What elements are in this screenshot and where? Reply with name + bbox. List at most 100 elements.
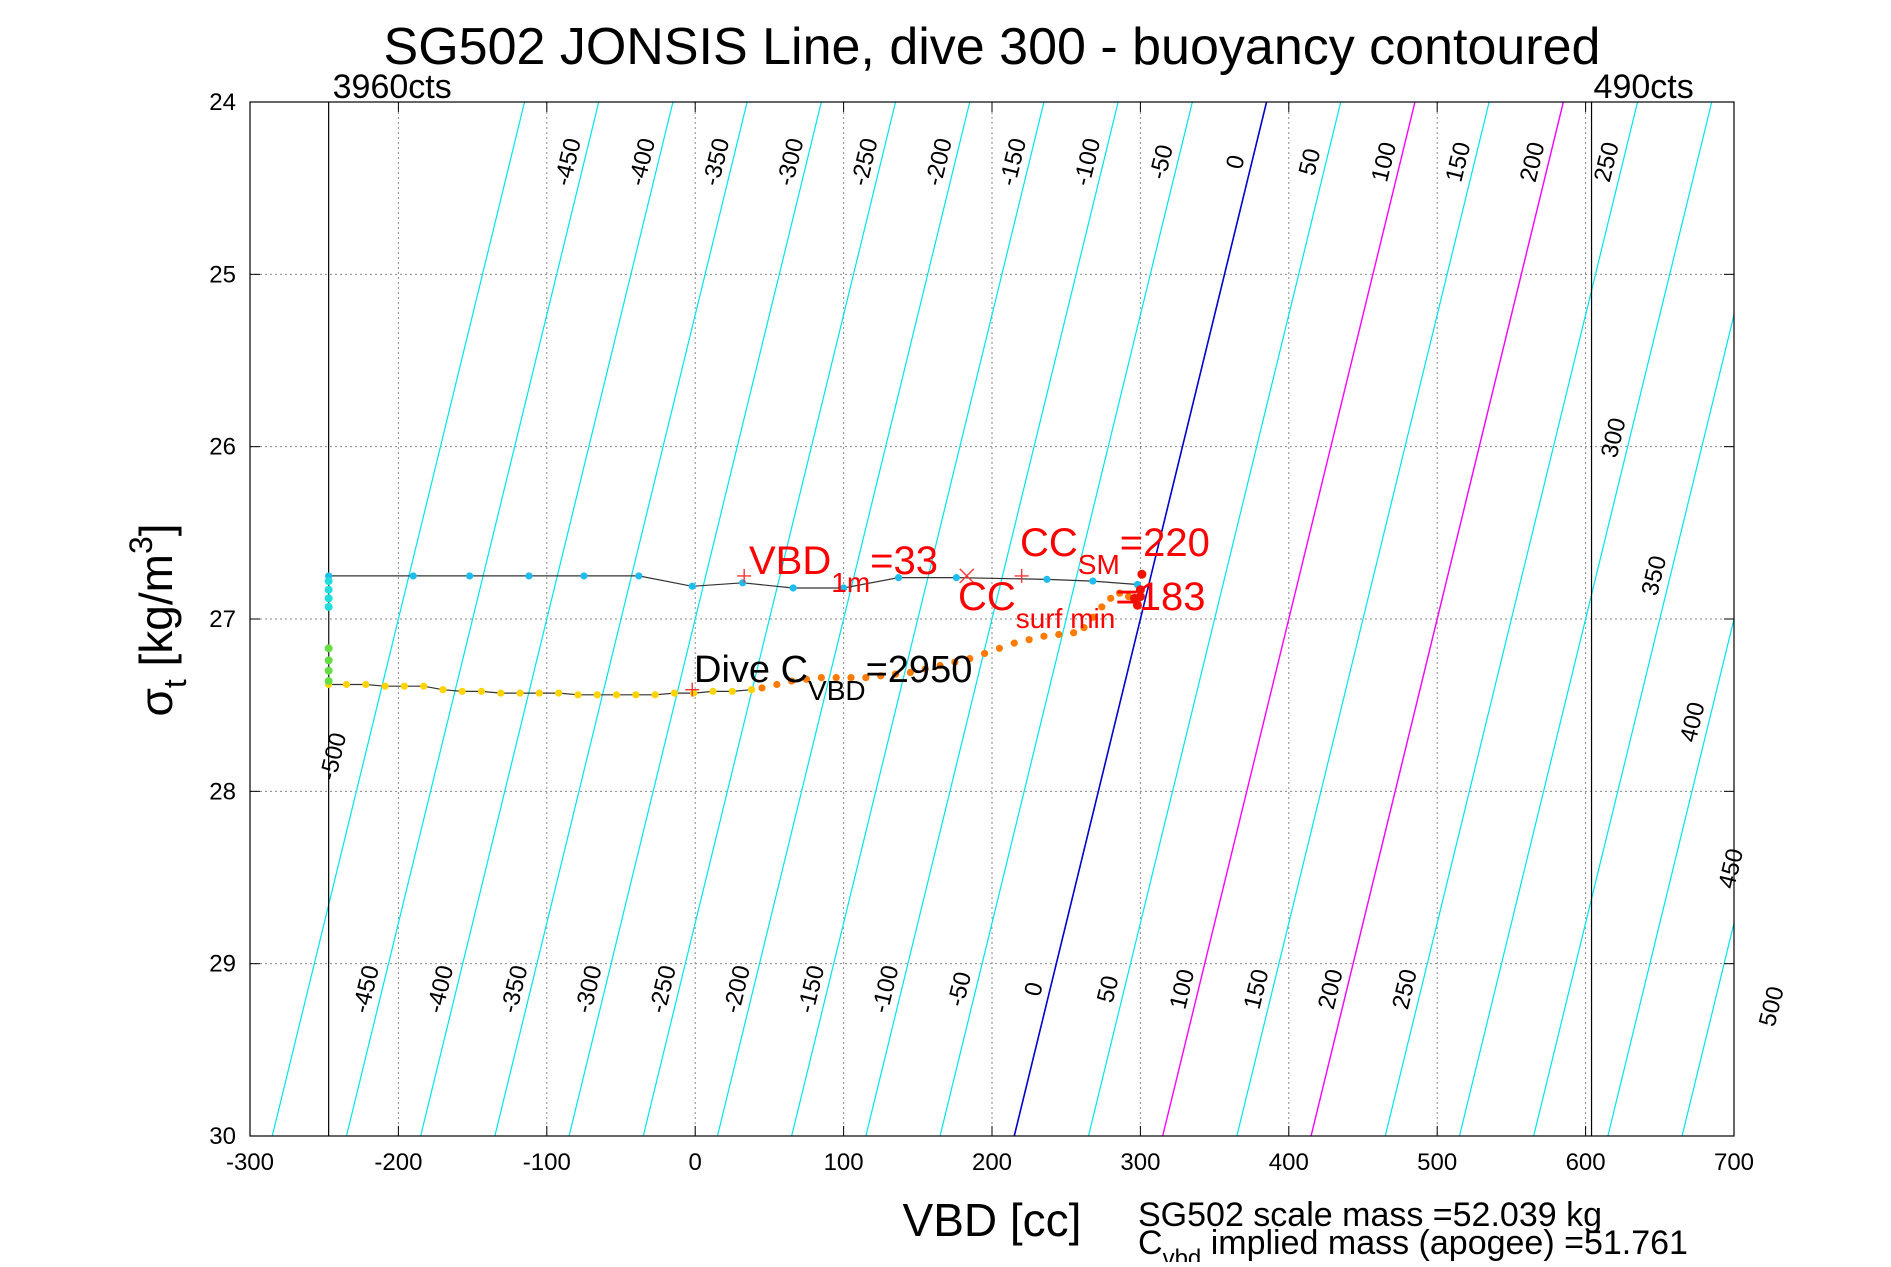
contour-label-bottom-0: 0 — [1019, 980, 1048, 999]
dive-deep-point-4 — [817, 673, 825, 682]
contour-cyan-150 — [1236, 102, 1490, 1136]
contour-magenta-100 — [1161, 102, 1416, 1136]
dive-deep-point-10 — [906, 668, 914, 677]
x-tick-label-2: -100 — [523, 1149, 571, 1176]
contour-cyan--250 — [642, 102, 897, 1136]
x-tick-label-10: 700 — [1714, 1149, 1754, 1176]
dive-point-17 — [651, 691, 659, 699]
contour-cyan-250 — [1384, 102, 1639, 1136]
dive-deep-point-6 — [847, 673, 855, 682]
climb-point-4 — [580, 572, 588, 580]
dive-point-9 — [497, 689, 505, 697]
buoyancy-contours — [271, 102, 1891, 1136]
surface-green-point-3 — [324, 677, 333, 686]
y-tick-label-2: 26 — [209, 434, 236, 461]
x-tick-label-8: 500 — [1417, 1149, 1457, 1176]
dive-deep-point-25 — [1107, 594, 1115, 602]
climb-point-3 — [525, 572, 533, 580]
x-marker-1 — [959, 568, 975, 584]
footer-scale-mass: SG502 scale mass =52.039 kg — [1138, 1196, 1602, 1234]
x-axis-label: VBD [cc] — [903, 1194, 1082, 1246]
dive-deep-point-20 — [1055, 630, 1063, 639]
contour-cyan-500 — [1756, 102, 1891, 1136]
dive-point-20 — [709, 687, 717, 695]
dive-deep-point-14 — [966, 655, 974, 663]
climb-point-2 — [466, 572, 474, 580]
plus-marker-0 — [737, 568, 752, 583]
climb-point-12 — [1043, 575, 1051, 583]
dive-point-22 — [747, 686, 756, 694]
contour-cyan-50 — [1087, 102, 1342, 1136]
climb-point-1 — [409, 572, 417, 580]
y-tick-label-3: 27 — [209, 606, 236, 633]
annotation-cc-surf-min: CCsurf min=183 — [958, 575, 1205, 634]
vbd-limit-label-1: 490cts — [1594, 68, 1694, 106]
dive-deep-point-7 — [862, 673, 870, 682]
y-tick-label-4: 28 — [209, 778, 236, 805]
dive-deep-point-18 — [1025, 636, 1033, 644]
climb-point-7 — [739, 579, 747, 587]
x-tick-label-3: 0 — [689, 1149, 702, 1176]
dive-point-18 — [670, 689, 679, 697]
x-tick-label-4: 100 — [824, 1149, 864, 1176]
apogee-point-1 — [1132, 600, 1142, 610]
surface-green-point-2 — [324, 666, 333, 675]
dive-point-12 — [555, 689, 563, 697]
contour-label-top-0: 0 — [1221, 152, 1250, 171]
data-series — [324, 569, 1147, 699]
contour-cyan--450 — [345, 102, 600, 1136]
surface-cyan-point-2 — [324, 594, 333, 603]
plus-marker-3 — [685, 682, 700, 697]
dive-deep-point-3 — [802, 675, 811, 683]
dive-deep-point-24 — [1098, 603, 1106, 611]
dive-deep-point-19 — [1040, 632, 1048, 640]
dive-point-2 — [362, 680, 370, 689]
dive-deep-point-15 — [980, 649, 989, 658]
dive-point-1 — [342, 680, 351, 689]
dive-point-8 — [477, 687, 486, 695]
apogee-point-4 — [1135, 585, 1145, 595]
climb-point-10 — [894, 574, 903, 582]
footer-implied-mass: Cvbd implied mass (apogee) =51.761 — [1138, 1224, 1688, 1262]
climb-point-5 — [635, 572, 643, 580]
contour-cyan--200 — [716, 102, 971, 1136]
surface-green-point-0 — [324, 644, 333, 653]
markers — [685, 568, 1029, 697]
dive-deep-point-21 — [1070, 629, 1078, 637]
dive-point-16 — [632, 691, 640, 699]
dive-point-15 — [612, 691, 621, 699]
annotation-vbd-1m: VBD1m=33 — [749, 539, 938, 598]
contour-cyan--50 — [939, 102, 1193, 1136]
dive-point-4 — [400, 682, 408, 690]
vbd-limit-label-0: 3960cts — [333, 68, 452, 106]
dive-deep-point-26 — [1116, 589, 1124, 597]
y-tick-label-5: 29 — [209, 951, 236, 978]
dive-deep-point-16 — [995, 644, 1004, 652]
contour-cyan--300 — [568, 102, 822, 1136]
dive-deep-point-12 — [936, 661, 944, 670]
dive-point-6 — [439, 686, 447, 694]
dive-deep-point-9 — [891, 670, 900, 678]
contour-label-bottom-500: 500 — [1754, 984, 1790, 1029]
surface-cyan-point-1 — [324, 585, 333, 594]
y-tick-label-0: 24 — [209, 89, 236, 116]
dive-deep-point-8 — [877, 672, 885, 680]
climb-point-6 — [688, 582, 696, 590]
dive-point-11 — [535, 689, 543, 697]
annotation-dive-c-vbd: Dive CVBD=2950 — [694, 649, 972, 706]
x-tick-label-0: -300 — [226, 1149, 274, 1176]
contour-magenta-200 — [1310, 102, 1565, 1136]
dive-point-10 — [516, 689, 524, 697]
ticks: -300 -200 -100 0 100 200 300 400 500 600 700242526… — [209, 89, 1754, 1176]
y-axis-label: σt [kg/m3] — [123, 523, 193, 716]
plus-marker-2 — [1014, 568, 1029, 583]
dive-deep-point-17 — [1010, 639, 1018, 647]
dive-point-3 — [381, 682, 389, 690]
dive-point-13 — [574, 691, 582, 699]
dive-point-21 — [728, 687, 736, 695]
dive-deep-point-23 — [1089, 613, 1097, 621]
annotation-cc-sm: CCSM=220 — [1020, 521, 1210, 580]
surface-cyan-point-3 — [324, 602, 333, 611]
surface-cyan-point-0 — [324, 577, 333, 586]
